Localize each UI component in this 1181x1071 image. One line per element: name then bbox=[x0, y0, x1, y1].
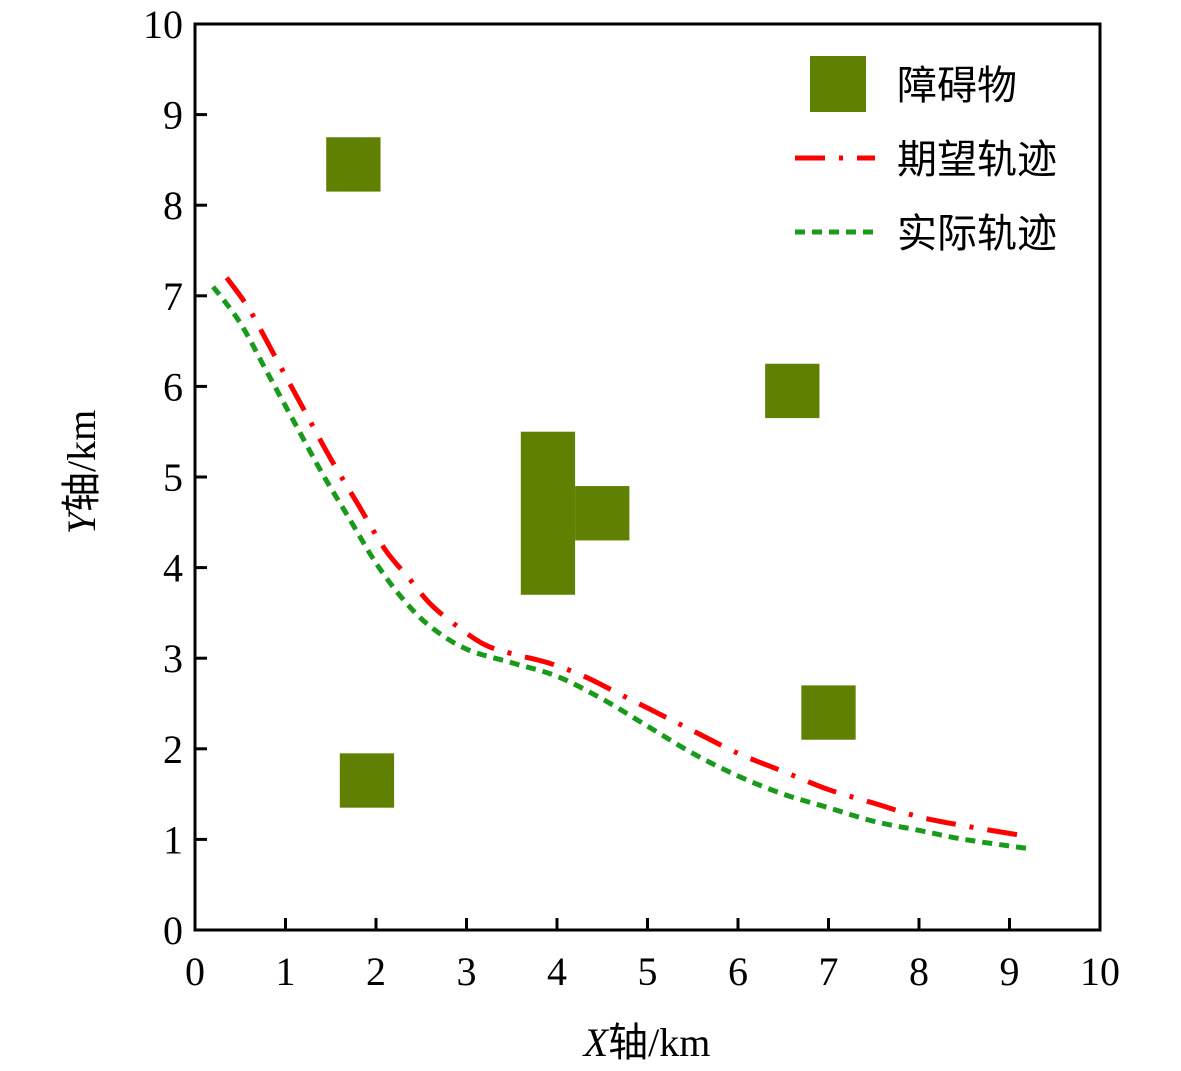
x-tick-label-0: 0 bbox=[185, 949, 205, 994]
obstacle-5 bbox=[765, 363, 820, 419]
x-tick-label-7: 7 bbox=[819, 949, 839, 994]
y-tick-label-9: 9 bbox=[163, 93, 183, 138]
x-tick-label-6: 6 bbox=[728, 949, 748, 994]
y-tick-label-7: 7 bbox=[163, 274, 183, 319]
y-tick-label-2: 2 bbox=[163, 727, 183, 772]
x-tick-label-5: 5 bbox=[638, 949, 658, 994]
y-tick-label-6: 6 bbox=[163, 364, 183, 409]
plot-area bbox=[211, 137, 1028, 851]
obstacle-1 bbox=[326, 137, 381, 192]
actual-trajectory-line bbox=[211, 285, 1028, 851]
x-tick-label-3: 3 bbox=[457, 949, 477, 994]
legend-label-2: 期望轨迹 bbox=[897, 137, 1057, 183]
y-axis-label: Y轴/km bbox=[59, 410, 104, 534]
x-axis-label: X轴/km bbox=[582, 1020, 711, 1065]
y-tick-label-5: 5 bbox=[163, 455, 183, 500]
x-tick-label-4: 4 bbox=[547, 949, 567, 994]
legend-obstacle-swatch bbox=[810, 56, 866, 112]
y-tick-label-4: 4 bbox=[163, 546, 183, 591]
legend-label-1: 障碍物 bbox=[897, 63, 1017, 109]
x-tick-label-9: 9 bbox=[1000, 949, 1020, 994]
axes: 0 1 2 3 4 5 6 7 8 9 10 0 1 2 3 4 5 6 7 8 9 10 bbox=[143, 2, 1120, 994]
x-tick-label-10: 10 bbox=[1080, 949, 1120, 994]
y-tick-label-10: 10 bbox=[143, 2, 183, 47]
y-tick-label-0: 0 bbox=[163, 908, 183, 953]
obstacle-4 bbox=[575, 486, 630, 541]
x-tick-label-8: 8 bbox=[909, 949, 929, 994]
legend-label-3: 实际轨迹 bbox=[897, 211, 1057, 257]
obstacle-6 bbox=[801, 685, 856, 740]
y-tick-label-3: 3 bbox=[163, 636, 183, 681]
x-tick-label-2: 2 bbox=[366, 949, 386, 994]
obstacle-2 bbox=[339, 753, 395, 808]
obstacle-3 bbox=[520, 431, 576, 595]
y-tick-label-1: 1 bbox=[163, 817, 183, 862]
x-tick-label-1: 1 bbox=[276, 949, 296, 994]
expected-trajectory-line bbox=[224, 276, 1019, 838]
y-tick-label-8: 8 bbox=[163, 183, 183, 228]
